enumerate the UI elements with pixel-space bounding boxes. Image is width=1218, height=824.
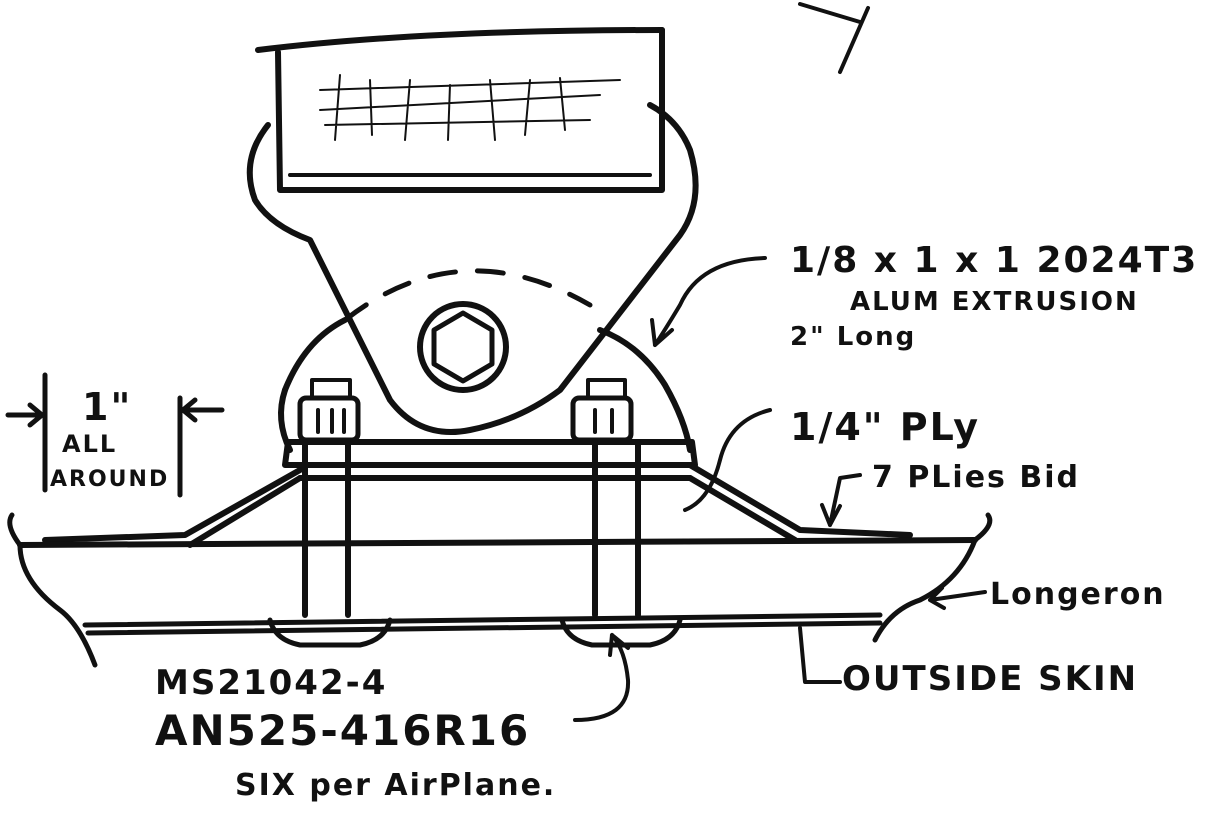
extrusion-callout-line1: 1/8 x 1 x 1 2024T3 (790, 240, 1198, 281)
bolt-callout-line3: SIX per AirPlane. (235, 768, 556, 803)
skin-callout: OUTSIDE SKIN (842, 659, 1138, 699)
leader-lines (573, 2, 987, 722)
longeron-body (7, 512, 993, 668)
hex-bolt (417, 301, 509, 393)
nut-left (297, 378, 361, 443)
outside-skin (82, 612, 883, 636)
bolt-shanks (302, 439, 641, 618)
extrusion-callout-line3: 2" Long (790, 322, 916, 352)
dimension-value: 1" (82, 385, 132, 429)
bolt-callout-line1: MS21042-4 (155, 663, 387, 703)
ply-callout: 1/4" PLy (790, 405, 980, 449)
bolt-heads (267, 617, 683, 648)
bracket (246, 102, 699, 435)
ply-layup (42, 462, 913, 548)
dimension-marks (5, 372, 225, 498)
extrusion-callout-line2: ALUM EXTRUSION (850, 287, 1139, 317)
bolt-callout-line2: AN525-416R16 (155, 706, 530, 755)
dimension-note-line1: ALL (62, 430, 117, 458)
plies-callout: 7 PLies Bid (872, 460, 1080, 495)
upper-arm (255, 27, 665, 193)
nut-right (570, 378, 634, 443)
longeron-callout: Longeron (990, 577, 1166, 612)
dimension-note-line2: AROUND (50, 467, 169, 492)
